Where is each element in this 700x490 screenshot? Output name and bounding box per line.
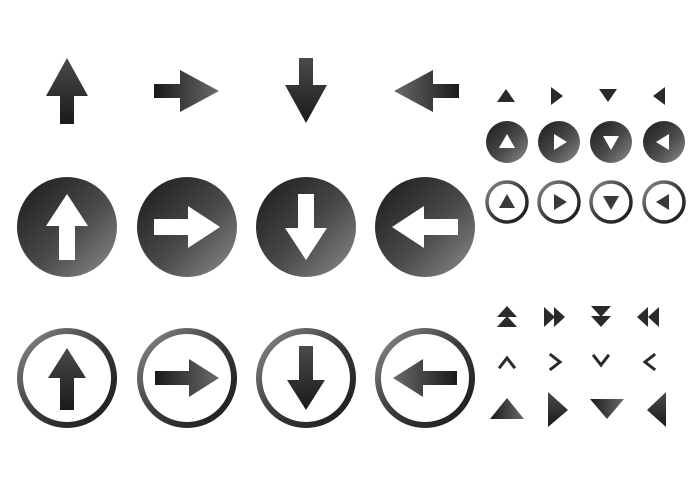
chevron-down-icon bbox=[591, 353, 611, 368]
ring-triangle-right-icon bbox=[537, 180, 581, 224]
wedge-triangles-row bbox=[490, 392, 666, 427]
wedge-triangle-down-icon bbox=[590, 399, 624, 419]
double-triangle-down-icon bbox=[591, 306, 611, 327]
circle-triangle-left-icon bbox=[643, 121, 685, 163]
small-filled-circle-triangles-row bbox=[486, 121, 685, 163]
triangle-left-icon bbox=[653, 87, 665, 105]
arrow-down-icon bbox=[285, 58, 327, 123]
ring-arrow-up-icon bbox=[17, 328, 117, 428]
ring-arrow-left-icon bbox=[375, 328, 475, 428]
circle-arrow-right-icon bbox=[137, 177, 237, 277]
ring-triangle-left-icon bbox=[642, 180, 686, 224]
arrow-left-icon bbox=[394, 70, 459, 112]
arrow-up-icon bbox=[46, 58, 88, 124]
ring-triangle-up-icon bbox=[485, 180, 529, 224]
wedge-triangle-right-icon bbox=[548, 392, 568, 427]
triangle-down-icon bbox=[599, 89, 617, 102]
circle-arrow-down-icon bbox=[256, 177, 356, 277]
triangle-up-icon bbox=[497, 89, 515, 102]
wedge-triangle-up-icon bbox=[490, 398, 524, 419]
circle-arrow-up-icon bbox=[17, 177, 117, 277]
circle-triangle-down-icon bbox=[590, 121, 632, 163]
arrow-right-icon bbox=[154, 70, 219, 112]
circle-triangle-right-icon bbox=[538, 121, 580, 163]
chevron-left-icon bbox=[642, 352, 657, 372]
ring-arrow-down-icon bbox=[256, 328, 356, 428]
chevrons-row bbox=[497, 352, 657, 372]
wedge-triangle-left-icon bbox=[647, 392, 666, 427]
double-triangle-left-icon bbox=[637, 307, 659, 327]
outline-circle-arrows-row bbox=[17, 328, 475, 428]
filled-circle-arrows-row bbox=[17, 177, 475, 277]
ring-triangle-down-icon bbox=[589, 180, 633, 224]
circle-triangle-up-icon bbox=[486, 121, 528, 163]
small-triangles-row bbox=[497, 87, 665, 105]
triangle-right-icon bbox=[551, 87, 563, 105]
double-triangle-up-icon bbox=[497, 306, 517, 327]
double-triangle-right-icon bbox=[544, 307, 565, 327]
small-outline-circle-triangles-row bbox=[485, 180, 686, 224]
double-triangles-row bbox=[497, 306, 659, 327]
chevron-right-icon bbox=[548, 352, 563, 372]
ring-arrow-right-icon bbox=[137, 328, 237, 428]
chevron-up-icon bbox=[497, 355, 517, 370]
circle-arrow-left-icon bbox=[375, 177, 475, 277]
plain-arrows-row bbox=[46, 58, 459, 124]
